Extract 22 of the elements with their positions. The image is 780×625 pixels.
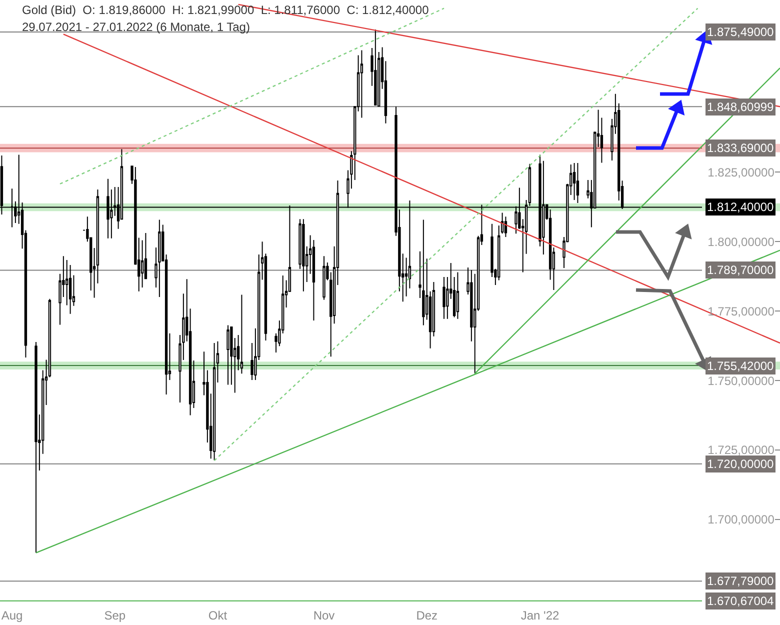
y-tick-label: 1.700,00000: [708, 512, 775, 527]
x-tick-label: Jan '22: [520, 608, 560, 623]
ref-line-label: 1.812,40000: [707, 200, 774, 214]
x-tick-label: Sep: [104, 608, 126, 623]
x-tick-label: Nov: [313, 608, 335, 623]
x-tick-label: Aug: [1, 608, 23, 623]
ref-line-label: 1.720,00000: [707, 457, 774, 471]
ref-line-label: 1.833,69000: [707, 141, 774, 155]
text: 29.07.2021 - 27.01.2022 (6 Monate, 1 Tag): [22, 20, 250, 34]
ref-line-label: 1.755,42000: [707, 359, 774, 373]
y-tick-label: 1.800,00000: [708, 234, 775, 249]
ref-line-label: 1.848,60999: [707, 100, 774, 114]
ref-line-label: 1.789,70000: [707, 263, 774, 277]
y-tick-label: 1.825,00000: [708, 165, 775, 180]
y-tick-label: 1.750,00000: [708, 374, 775, 388]
x-tick-label: Okt: [208, 608, 228, 623]
ref-line-label: 1.670,67004: [707, 594, 774, 608]
y-tick-label: 1.775,00000: [708, 304, 775, 318]
ref-line-label: 1.677,79000: [707, 574, 774, 588]
ref-line-label: 1.875,49000: [707, 25, 774, 39]
x-tick-label: Dez: [416, 608, 438, 623]
y-tick-label: 1.725,00000: [708, 443, 775, 458]
